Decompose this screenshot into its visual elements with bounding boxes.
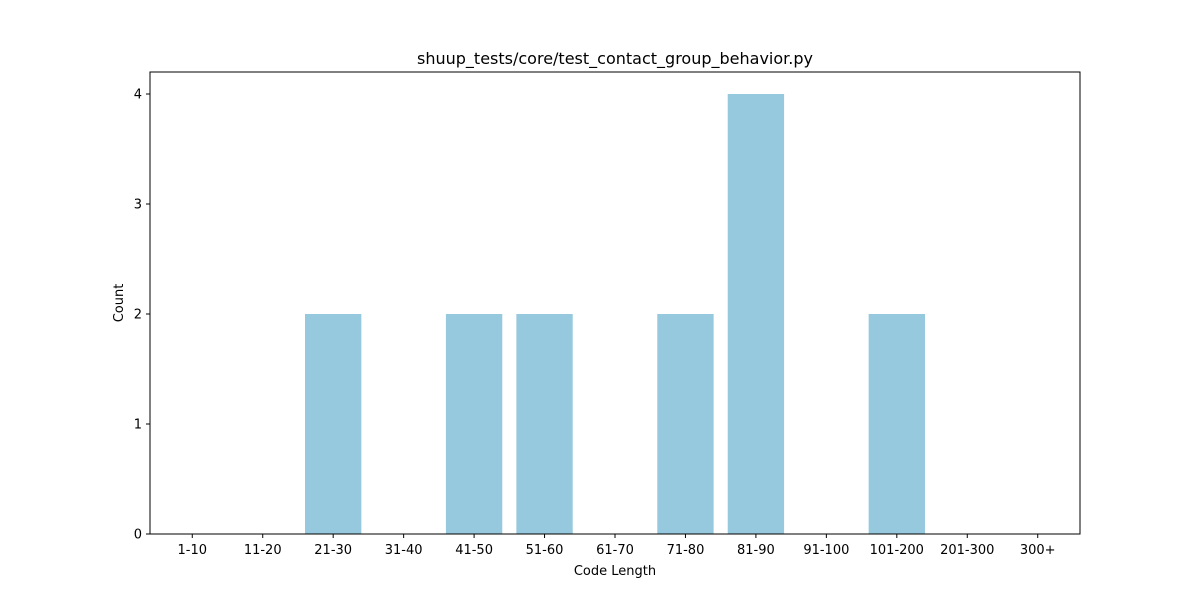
x-tick-label: 300+ (1020, 543, 1056, 558)
y-axis-label: Count (112, 284, 127, 323)
chart-title: shuup_tests/core/test_contact_group_beha… (417, 49, 813, 69)
bar-71-80 (657, 314, 714, 534)
y-tick-label: 1 (134, 418, 142, 433)
x-tick-label: 91-100 (803, 543, 849, 558)
bar-81-90 (727, 94, 785, 534)
x-tick-label: 71-80 (667, 543, 705, 558)
bar-51-60 (516, 314, 573, 534)
x-tick-label: 51-60 (526, 543, 564, 558)
y-tick-label: 0 (134, 528, 142, 543)
x-tick-label: 101-200 (870, 543, 924, 558)
y-tick-label: 4 (134, 88, 142, 103)
x-tick-label: 81-90 (737, 543, 775, 558)
y-tick-label: 3 (134, 198, 142, 213)
x-tick-label: 31-40 (385, 543, 423, 558)
y-tick-label: 2 (134, 308, 142, 323)
x-tick-label: 61-70 (596, 543, 634, 558)
x-tick-label: 201-300 (940, 543, 994, 558)
x-axis-label: Code Length (574, 564, 656, 579)
x-tick-label: 41-50 (455, 543, 493, 558)
bar-21-30 (305, 314, 362, 534)
x-tick-label: 11-20 (244, 543, 282, 558)
x-axis-ticks: 1-10 11-20 21-30 31-40 41-50 51-60 61-70 71-80 8… (178, 534, 1056, 558)
x-tick-label: 21-30 (314, 543, 352, 558)
plot-frame (149, 71, 1081, 535)
bars (305, 94, 925, 534)
bar-41-50 (445, 314, 503, 534)
y-axis-ticks: 0 1 2 3 4 (134, 88, 150, 543)
bar-101-200 (868, 314, 925, 534)
x-tick-label: 1-10 (178, 543, 208, 558)
